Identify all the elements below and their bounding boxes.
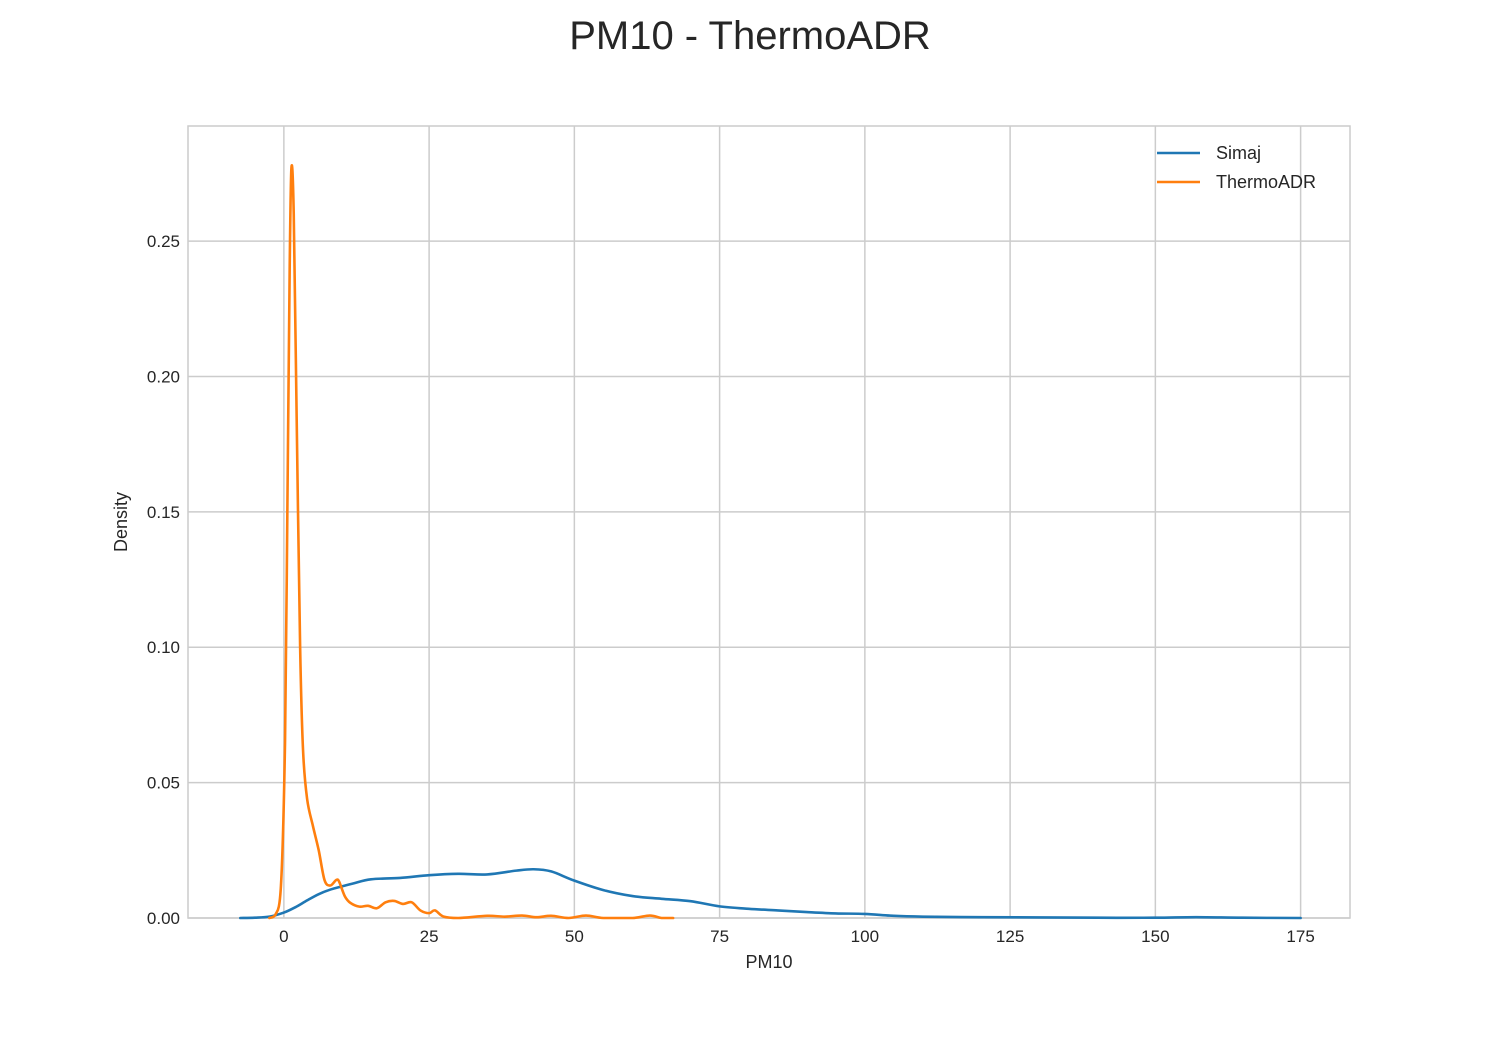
series-layer	[238, 164, 1302, 920]
x-tick-label: 25	[420, 927, 439, 946]
y-tick-label: 0.10	[147, 638, 180, 657]
y-tick-label: 0.20	[147, 367, 180, 386]
y-tick-label: 0.25	[147, 232, 180, 251]
series-line-simaj	[238, 867, 1302, 920]
x-tick-label: 125	[996, 927, 1024, 946]
x-tick-label: 50	[565, 927, 584, 946]
x-tick-label: 150	[1141, 927, 1169, 946]
x-axis-label: PM10	[745, 952, 792, 972]
y-axis-label: Density	[111, 492, 131, 552]
legend: Simaj ThermoADR	[1157, 143, 1316, 192]
chart-title: PM10 - ThermoADR	[569, 14, 931, 58]
y-tick-label: 0.05	[147, 774, 180, 793]
legend-label-thermoadr: ThermoADR	[1216, 172, 1316, 192]
x-axis-ticks: 0 25 50 75 100 125 150 175	[279, 927, 1315, 946]
x-tick-label: 175	[1286, 927, 1314, 946]
grid	[188, 126, 1350, 919]
series-line-thermoadr	[268, 164, 675, 920]
legend-label-simaj: Simaj	[1216, 143, 1261, 163]
x-tick-label: 100	[851, 927, 879, 946]
x-tick-label: 0	[279, 927, 288, 946]
plot-frame	[187, 125, 1351, 919]
x-tick-label: 75	[710, 927, 729, 946]
y-tick-label: 0.15	[147, 503, 180, 522]
y-axis-ticks: 0.00 0.05 0.10 0.15 0.20 0.25	[147, 232, 180, 928]
y-tick-label: 0.00	[147, 909, 180, 928]
